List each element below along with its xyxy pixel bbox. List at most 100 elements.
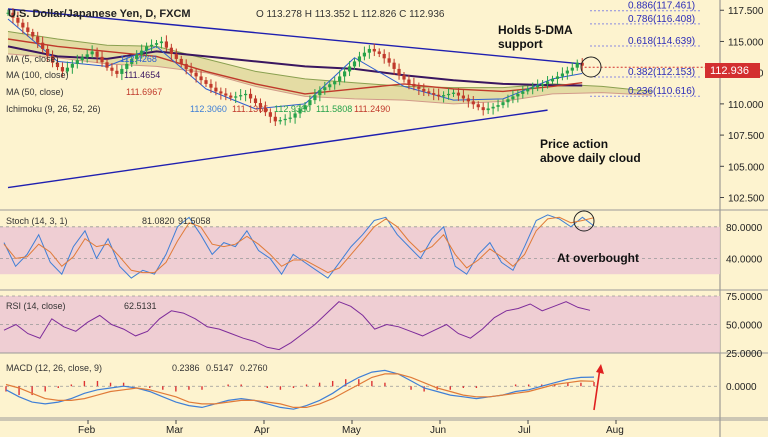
stoch-d-value: 91.5058 — [178, 216, 211, 226]
price-ytick-label: 107.500 — [728, 131, 765, 142]
candle-body — [105, 62, 109, 68]
candle-body — [145, 46, 149, 51]
rsi-line — [3, 301, 591, 351]
candle-body — [16, 17, 20, 23]
candle-body — [248, 93, 253, 99]
candle-body — [476, 104, 480, 108]
candle-body — [273, 116, 277, 122]
stoch-title: Stoch (14, 3, 1) — [6, 216, 68, 226]
candle-body — [204, 80, 208, 84]
ma50-line — [7, 38, 583, 95]
candle-body — [234, 96, 238, 98]
candle-body — [229, 95, 233, 98]
ma100-value: 111.4654 — [124, 70, 160, 80]
candle-body — [263, 107, 267, 113]
rsi-panel: 75.0000 50.0000 25.0000 RSI (14, close) 62.5… — [0, 292, 768, 360]
candle-body — [427, 91, 431, 94]
candle-body — [466, 98, 470, 102]
candle-body — [6, 12, 10, 14]
candle-body — [486, 108, 490, 111]
symbol-title: U.S. Dollar/Japanese Yen, D, FXCM — [8, 8, 191, 20]
candle-body — [541, 83, 545, 86]
candle-body — [135, 54, 139, 59]
candle-body — [149, 44, 154, 47]
candle-body — [278, 120, 282, 122]
candle-body — [372, 48, 376, 52]
ma100-legend: MA (100, close) — [6, 70, 69, 80]
price-highlight-circle — [580, 56, 602, 78]
candle-body — [323, 87, 327, 91]
macd-title: MACD (12, 26, close, 9) — [6, 363, 102, 373]
candle-body — [214, 87, 218, 92]
candle-body — [184, 63, 188, 69]
candle-body — [110, 67, 114, 71]
ohlc-readout: O 113.278 H 113.352 L 112.826 C 112.936 — [256, 9, 445, 20]
candle-body — [417, 86, 421, 89]
x-tick-label: Jul — [518, 425, 531, 436]
candle-body — [545, 81, 550, 84]
ichimoku-value-5: 111.2490 — [354, 104, 390, 114]
candle-body — [397, 68, 401, 76]
ichimoku-value-1: 112.3060 — [190, 104, 227, 114]
upper-trendline — [7, 8, 583, 65]
candle-body — [570, 67, 574, 71]
price-ytick-label: 110.000 — [728, 100, 764, 111]
rsi-panel-ytick-label: 75.0000 — [726, 292, 763, 303]
ichimoku-value-3: 112.9360 — [274, 104, 311, 114]
last-price-tag: 112.936 — [710, 65, 749, 77]
candle-body — [506, 99, 510, 103]
macd-signal-line — [5, 373, 595, 408]
candle-body — [293, 113, 297, 118]
rsi-panel-ytick-label: 25.0000 — [726, 349, 763, 360]
candle-body — [531, 87, 535, 89]
x-tick-label: Apr — [254, 425, 270, 436]
candle-body — [36, 36, 40, 43]
candle-body — [100, 56, 104, 63]
candle-body — [159, 41, 164, 44]
candle-body — [80, 57, 84, 61]
candle-body — [318, 90, 322, 96]
candle-body — [224, 93, 228, 96]
candle-body — [511, 96, 515, 100]
annotation-above-cloud: above daily cloud — [540, 151, 641, 165]
x-tick-label: Feb — [78, 425, 96, 436]
stoch-highlight-circle — [573, 210, 595, 232]
candle-body — [407, 79, 411, 84]
candle-body — [422, 88, 426, 92]
candle-body — [130, 58, 134, 64]
stoch-d-line — [3, 216, 595, 274]
ichimoku-legend: Ichimoku (9, 26, 52, 26) — [6, 104, 101, 114]
candle-body — [362, 52, 366, 57]
candle-body — [164, 41, 168, 48]
x-tick-label: Mar — [166, 425, 184, 436]
stoch-panel: 80.0000 40.0000 Stoch (14, 3, 1) 81.0820 91.… — [0, 214, 768, 291]
candle-body — [442, 95, 446, 97]
candle-body — [377, 51, 381, 54]
candle-body — [491, 106, 495, 109]
candle-body — [179, 58, 183, 64]
candle-body — [209, 83, 213, 88]
candle-body — [352, 61, 357, 67]
candle-body — [115, 70, 119, 74]
candle-body — [288, 117, 292, 119]
candle-body — [575, 62, 579, 68]
candle-body — [343, 71, 347, 77]
candle-body — [367, 48, 371, 53]
candle-body — [432, 93, 436, 95]
candle-body — [550, 78, 555, 82]
candle-body — [283, 118, 287, 121]
candle-body — [456, 92, 461, 96]
ma50-legend: MA (50, close) — [6, 87, 64, 97]
ma5-value: 112.4268 — [120, 54, 157, 64]
price-ytick-label: 105.000 — [728, 162, 765, 173]
candle-body — [313, 95, 317, 101]
x-tick-label: May — [342, 425, 361, 436]
candle-body — [536, 85, 540, 88]
stoch-panel-ytick-label: 40.0000 — [726, 254, 763, 265]
candle-body — [298, 109, 302, 114]
fib-level-label: 0.786(116.408) — [628, 14, 695, 25]
macd-value: 0.5147 — [206, 363, 234, 373]
last-price-tag-box — [705, 63, 760, 78]
